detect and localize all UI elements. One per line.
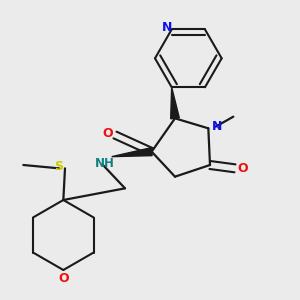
Text: NH: NH [95, 157, 115, 170]
Polygon shape [112, 148, 152, 157]
Text: O: O [58, 272, 69, 285]
Text: O: O [237, 162, 247, 175]
Text: N: N [161, 21, 172, 34]
Text: S: S [54, 160, 63, 173]
Text: N: N [212, 120, 223, 133]
Text: O: O [102, 127, 113, 140]
Polygon shape [171, 87, 179, 119]
